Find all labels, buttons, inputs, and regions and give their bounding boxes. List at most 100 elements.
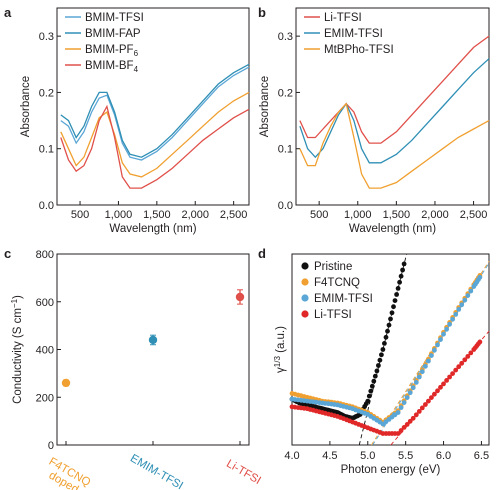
y-tick-label: 200 [36,392,54,404]
y-axis-label: Absorbance [259,76,271,137]
panel-label-c: c [4,246,11,261]
legend-label: F4TCNQ [314,277,360,289]
legend-marker [301,294,309,302]
x-tick-label: 2,500 [460,209,488,221]
x-axis-label: Wavelength (nm) [109,223,196,235]
data-point-Li-TFSI [235,292,245,302]
legend-label: BMIM-PF6 [85,44,139,58]
legend-marker [301,262,309,270]
data-point-Pristine [376,363,381,368]
data-point-EMIM-TFSI [404,395,410,400]
data-point-EMIM-TFSI [410,385,416,391]
y-tick-label: 0.0 [278,200,293,212]
data-point-EMIM-TFSI [435,342,440,348]
data-point-EMIM-TFSI [441,331,446,337]
series-line-MtBPho-TFSI [299,102,490,189]
data-point-Pristine [397,279,402,285]
onset-fit-line [372,262,490,446]
x-tick-label: 1,500 [143,209,171,221]
x-tick-label: 1,000 [344,209,372,221]
panel-label-d: d [258,246,266,261]
data-point-Pristine [401,261,407,267]
y-tick-label: 0.1 [39,144,54,156]
data-point-EMIM-TFSI [398,405,404,410]
x-tick-label: 5.0 [360,450,375,462]
data-point-Li-TFSI [395,431,401,436]
legend-marker [301,278,309,286]
legend-label: EMIM-TFSI [324,28,383,40]
data-point-F4TCNQ doped [61,378,71,388]
plot-frame [295,7,490,206]
series-line-Li-TFSI [299,35,490,144]
x-tick-label: 4.0 [284,450,299,462]
category-label: Li-TFSI [224,458,263,487]
series-line-BMIM-BF4 [60,104,250,189]
x-tick-label: 2,500 [220,209,248,221]
data-point-Li-TFSI [407,418,413,424]
data-point-Pristine [386,322,392,328]
data-point-Li-TFSI [404,422,410,427]
legend-label: Pristine [314,261,352,273]
data-point-Pristine [365,398,371,404]
series-line-BMIM-TFSI [60,66,250,161]
y-tick-label: 400 [36,345,54,357]
panel-label-a: a [4,5,12,20]
data-point-Pristine [398,273,404,279]
category-label: F4TCNQdoped [41,456,93,490]
chart-panel-d: 4.0 4.5 5.0 5.5 6.0 6.5 Photon energy (eV) γ1/3… [273,253,490,476]
y-tick-label: 0 [48,440,54,452]
chart-panel-b: 500 1,000 1,500 2,000 2,500 0.0 0.1 0.2 0.3 Wavel… [259,7,490,235]
data-point-Pristine [374,368,380,374]
x-tick-label: 1,500 [383,209,411,221]
data-point-EMIM-TFSI [148,335,158,345]
legend-label: MtBPho-TFSI [324,44,394,56]
onset-fit-line [371,261,490,446]
legend-label: BMIM-FAP [85,28,141,40]
data-point-Pristine [400,267,405,273]
x-tick-label: 500 [71,209,89,221]
series-line-BMIM-PF6 [60,91,250,178]
series-line-EMIM-TFSI [299,58,490,164]
plot-frame [56,253,250,446]
data-point-EMIM-TFSI [459,302,465,308]
chart-panel-a: 500 1,000 1,500 2,000 2,500 0.0 0.1 0.2 0.3 Wavel… [20,7,250,235]
plot-frame [56,7,250,206]
data-point-EMIM-TFSI [416,374,422,380]
data-point-Pristine [382,341,387,346]
data-point-EMIM-TFSI [395,410,401,415]
x-axis-label: Photon energy (eV) [341,464,441,476]
data-point-Pristine [385,328,390,334]
data-point-Pristine [366,393,372,399]
data-point-EMIM-TFSI [432,347,437,353]
x-tick-label: 1,000 [105,209,133,221]
y-tick-label: 0.2 [39,87,54,99]
x-tick-label: 6.5 [474,450,489,462]
y-tick-label: 0.1 [278,144,293,156]
legend-label: BMIM-BF4 [85,60,139,74]
x-tick-label: 6.0 [436,450,451,462]
data-point-Pristine [368,388,374,394]
data-point-Pristine [383,334,389,340]
legend-marker [301,310,309,318]
data-point-EMIM-TFSI [413,380,419,385]
y-axis-label: Absorbance [20,76,32,137]
data-point-EMIM-TFSI [423,363,428,369]
legend-label: Li-TFSI [324,12,362,24]
y-tick-label: 0.3 [278,31,293,43]
legend-label: BMIM-TFSI [85,12,144,24]
data-point-EMIM-TFSI [419,369,425,375]
x-tick-label: 500 [310,209,328,221]
y-tick-label: 0.2 [278,87,293,99]
series-line-BMIM-FAP [60,63,250,158]
category-label: EMIM-TFSI [128,453,185,490]
panel-label-b: b [258,5,266,20]
plot-frame [291,253,490,446]
chart-panel-c: 0 200 400 600 800 Conductivity (S cm−1) F4TCNQ… [10,249,263,490]
y-tick-label: 600 [36,297,54,309]
y-axis-label: γ1/3 (a.u.) [273,326,287,373]
legend-label: EMIM-TFSI [314,293,373,305]
y-tick-label: 800 [36,249,54,261]
data-point-Pristine [369,383,375,389]
y-tick-label: 0.3 [39,31,54,43]
